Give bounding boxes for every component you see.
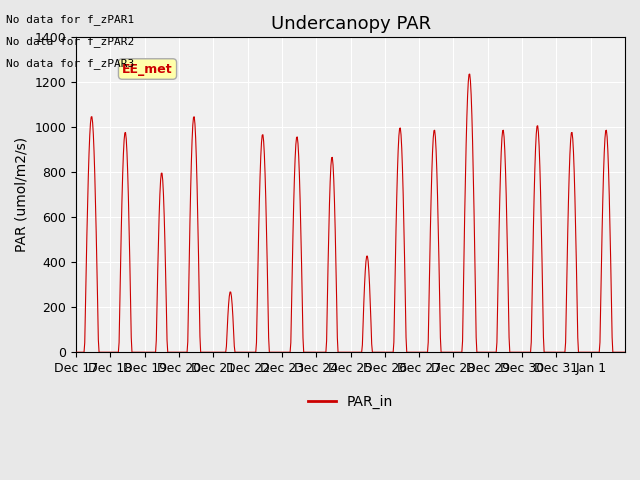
Legend: PAR_in: PAR_in	[303, 389, 399, 415]
Y-axis label: PAR (umol/m2/s): PAR (umol/m2/s)	[15, 137, 29, 252]
Text: No data for f_zPAR3: No data for f_zPAR3	[6, 58, 134, 69]
Text: No data for f_zPAR2: No data for f_zPAR2	[6, 36, 134, 47]
Title: Undercanopy PAR: Undercanopy PAR	[271, 15, 431, 33]
Text: No data for f_zPAR1: No data for f_zPAR1	[6, 14, 134, 25]
Text: EE_met: EE_met	[122, 62, 173, 75]
